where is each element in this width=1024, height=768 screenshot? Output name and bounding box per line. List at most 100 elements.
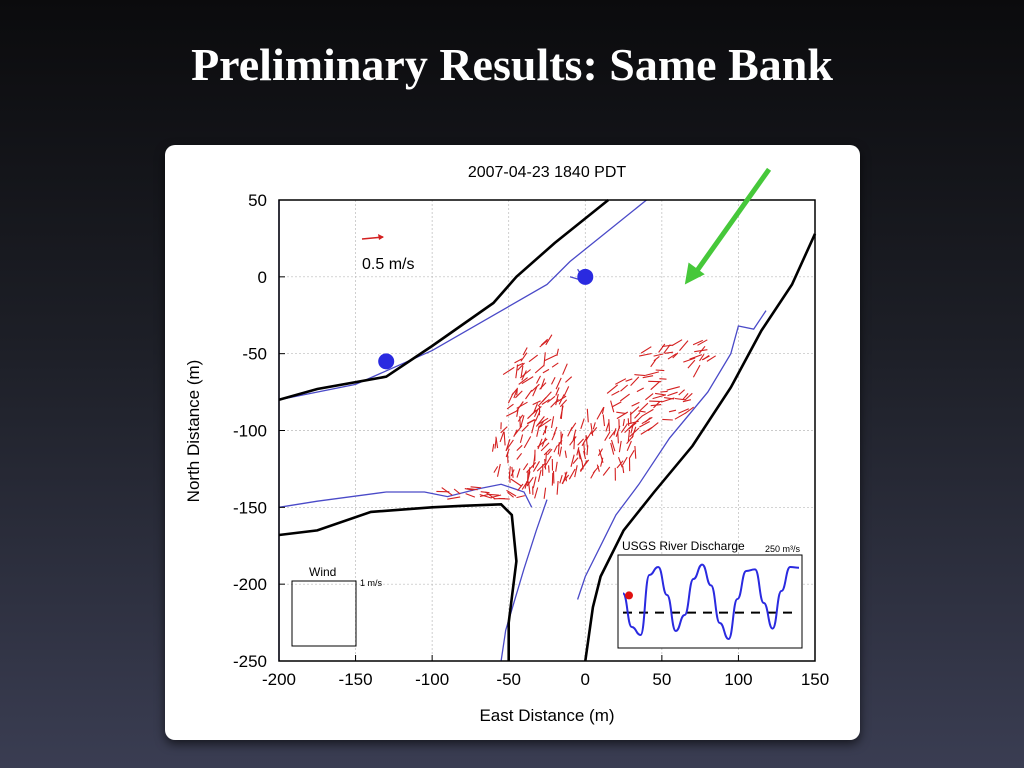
velocity-vector bbox=[570, 422, 577, 431]
velocity-vector bbox=[636, 387, 644, 393]
velocity-vector bbox=[465, 493, 476, 498]
velocity-vector bbox=[627, 418, 630, 426]
velocity-vector bbox=[674, 397, 686, 401]
velocity-vector bbox=[523, 436, 532, 449]
scale-legend: 0.5 m/s bbox=[361, 234, 414, 273]
inset-title: USGS River Discharge bbox=[622, 539, 745, 553]
figure-card: 2007-04-23 1840 PDT -200 -150 -100 -50 0 50 10… bbox=[165, 145, 860, 740]
velocity-vector bbox=[645, 393, 654, 401]
wind-label: Wind bbox=[309, 565, 336, 579]
vector-map-chart: 2007-04-23 1840 PDT -200 -150 -100 -50 0 50 10… bbox=[184, 164, 829, 725]
velocity-vector bbox=[555, 461, 558, 472]
velocity-vector bbox=[562, 363, 568, 375]
velocity-vector bbox=[664, 351, 674, 354]
velocity-vectors bbox=[436, 334, 716, 500]
velocity-vector bbox=[602, 466, 611, 476]
x-tick-label: -150 bbox=[339, 670, 373, 689]
velocity-vector bbox=[532, 461, 540, 472]
velocity-vector bbox=[596, 464, 600, 472]
velocity-vector bbox=[548, 465, 550, 473]
velocity-vector bbox=[491, 494, 502, 499]
velocity-vector bbox=[521, 376, 534, 385]
velocity-vector bbox=[556, 348, 559, 356]
velocity-vector bbox=[621, 456, 628, 466]
velocity-vector bbox=[615, 378, 627, 385]
velocity-vector bbox=[551, 362, 559, 368]
velocity-vector bbox=[661, 397, 675, 403]
velocity-vector bbox=[577, 448, 583, 462]
velocity-vector bbox=[534, 487, 539, 499]
velocity-vector bbox=[559, 433, 564, 444]
axis-ticks: -200 -150 -100 -50 0 50 100 150 50 0 -50 -100 -150 -2… bbox=[233, 191, 829, 689]
velocity-vector bbox=[545, 452, 547, 462]
velocity-vector bbox=[537, 469, 542, 482]
velocity-vector bbox=[650, 404, 662, 407]
scale-arrow-head bbox=[378, 234, 384, 240]
x-tick-label: -50 bbox=[496, 670, 521, 689]
velocity-vector bbox=[507, 491, 514, 498]
velocity-vector bbox=[617, 457, 623, 468]
velocity-vector bbox=[532, 400, 541, 406]
velocity-vector bbox=[642, 375, 654, 379]
velocity-vector bbox=[585, 435, 588, 448]
velocity-vector bbox=[532, 386, 538, 397]
velocity-vector bbox=[526, 476, 534, 487]
velocity-vector bbox=[521, 481, 528, 490]
x-tick-label: 100 bbox=[724, 670, 752, 689]
velocity-vector bbox=[564, 472, 568, 482]
velocity-vector bbox=[602, 414, 606, 427]
velocity-vector bbox=[583, 450, 587, 460]
velocity-vector bbox=[606, 384, 619, 394]
velocity-vector bbox=[531, 383, 540, 392]
green-arrow-shaft bbox=[690, 167, 772, 278]
channel-edge-line bbox=[278, 483, 533, 508]
velocity-vector bbox=[551, 472, 554, 486]
velocity-vector bbox=[692, 339, 704, 346]
velocity-vector bbox=[505, 448, 510, 458]
velocity-vector bbox=[528, 467, 531, 477]
y-axis-label: North Distance (m) bbox=[184, 360, 203, 503]
velocity-vector bbox=[517, 414, 524, 422]
velocity-vector bbox=[543, 448, 551, 456]
inset-current-marker bbox=[625, 591, 633, 600]
velocity-vector bbox=[551, 432, 556, 441]
velocity-vector bbox=[581, 436, 588, 447]
velocity-vector bbox=[628, 450, 635, 459]
slide-title: Preliminary Results: Same Bank bbox=[191, 39, 833, 90]
velocity-vector bbox=[659, 378, 667, 380]
velocity-vector bbox=[506, 489, 517, 497]
velocity-vector bbox=[515, 364, 519, 379]
velocity-vector bbox=[542, 425, 548, 436]
velocity-vector bbox=[604, 431, 611, 441]
velocity-vector bbox=[550, 398, 559, 408]
velocity-vector bbox=[667, 391, 678, 397]
velocity-vector bbox=[658, 343, 666, 353]
velocity-vector bbox=[616, 460, 624, 469]
velocity-vector bbox=[491, 443, 495, 452]
velocity-vector bbox=[625, 378, 633, 382]
velocity-vector bbox=[682, 393, 689, 401]
velocity-vector bbox=[615, 425, 621, 437]
velocity-vector bbox=[453, 488, 461, 495]
x-tick-label: -200 bbox=[262, 670, 296, 689]
inset-series bbox=[622, 563, 800, 641]
velocity-vector bbox=[661, 344, 673, 348]
velocity-vector bbox=[642, 408, 654, 417]
discharge-inset: USGS River Discharge 250 m³/s bbox=[617, 539, 803, 649]
velocity-vector bbox=[470, 486, 482, 489]
velocity-vector bbox=[622, 465, 625, 474]
velocity-vector bbox=[520, 352, 528, 362]
velocity-vector bbox=[479, 493, 492, 499]
velocity-vector bbox=[641, 416, 653, 425]
velocity-vector bbox=[536, 425, 540, 437]
x-tick-label: 150 bbox=[801, 670, 829, 689]
velocity-vector bbox=[531, 419, 536, 434]
velocity-vector bbox=[678, 389, 685, 396]
velocity-vector bbox=[506, 403, 514, 410]
x-tick-label: 0 bbox=[581, 670, 590, 689]
velocity-vector bbox=[626, 435, 634, 445]
channel-edge-line bbox=[576, 310, 767, 600]
green-arrow bbox=[684, 167, 772, 285]
velocity-vector bbox=[630, 376, 640, 386]
velocity-vector bbox=[672, 352, 679, 359]
